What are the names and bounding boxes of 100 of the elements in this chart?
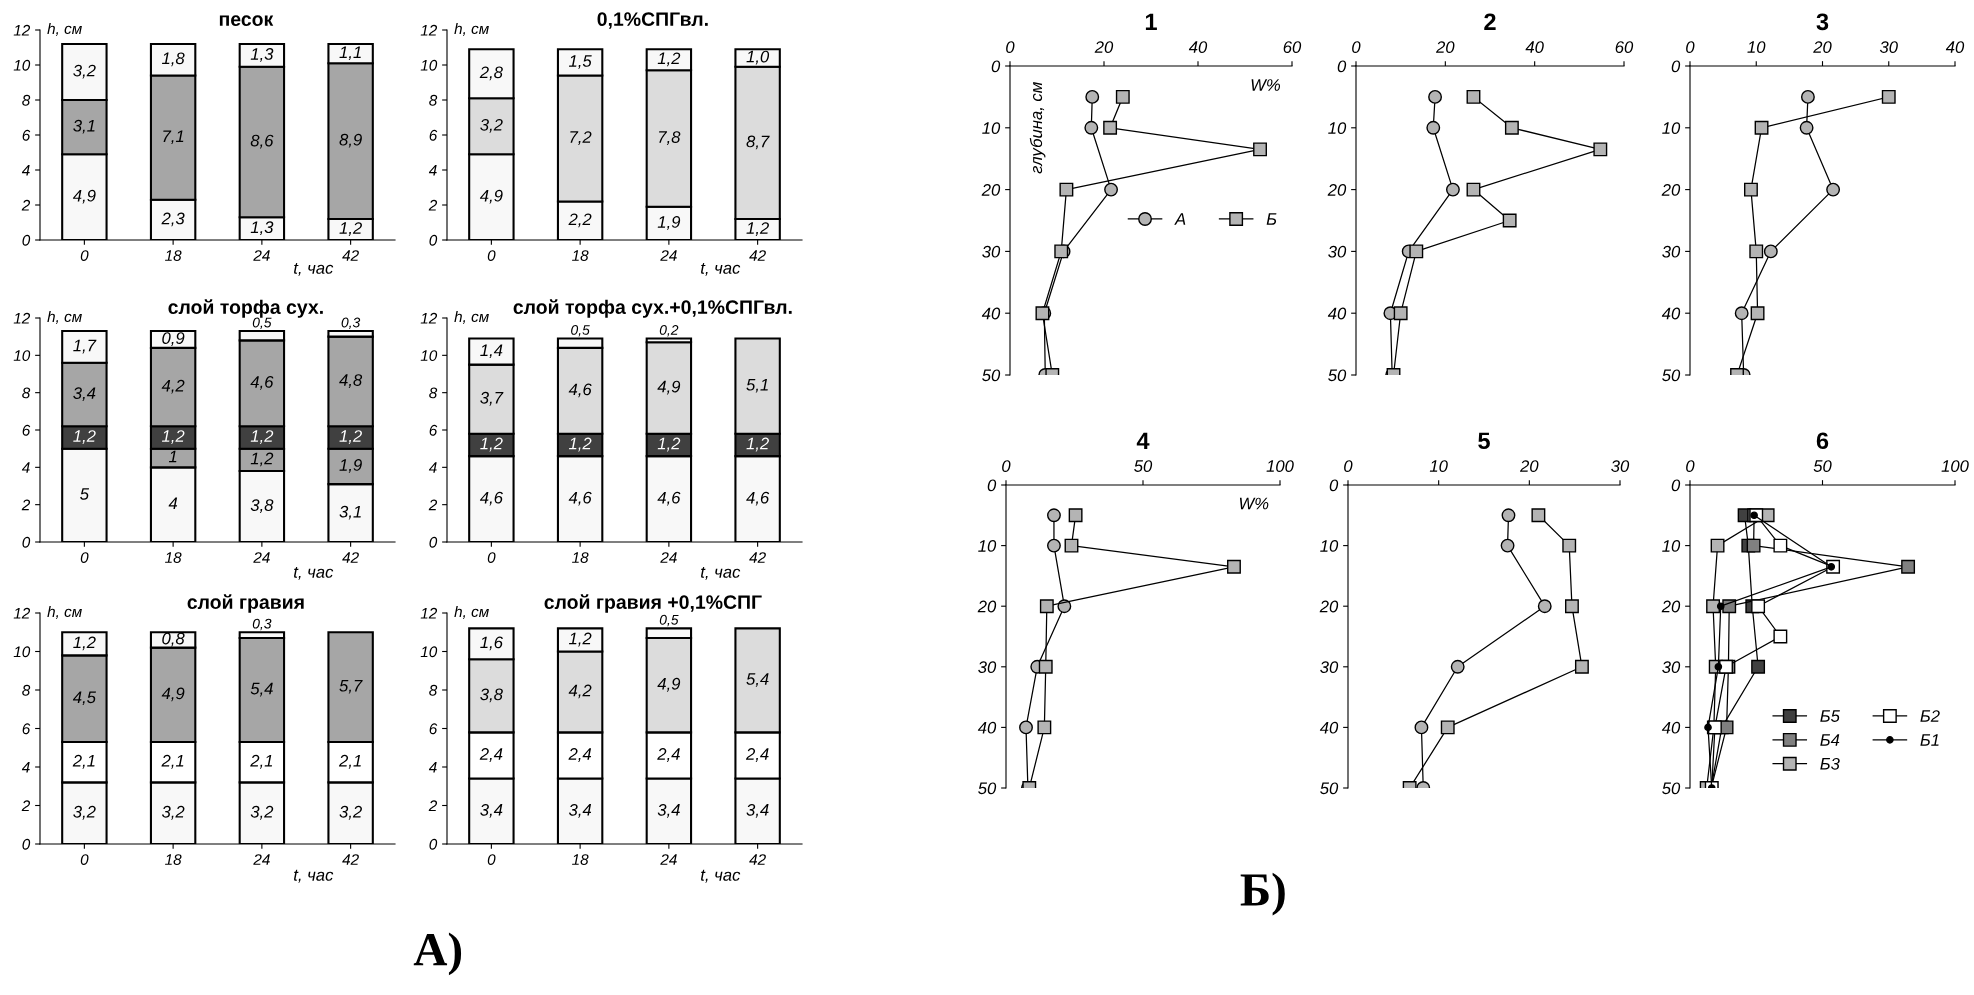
x-tick-label: 0	[487, 250, 496, 261]
data-label: 3,8	[480, 688, 503, 703]
y-tick-label: 50	[978, 782, 997, 795]
x-tick-label: 18	[165, 552, 182, 563]
data-label: 3,2	[73, 64, 96, 79]
data-label: 1,2	[250, 430, 274, 444]
x-tick-label: 42	[749, 250, 766, 261]
data-label: 4,6	[568, 383, 592, 398]
y-tick-label: 40	[1661, 307, 1681, 320]
x-tick-label: 10	[1747, 41, 1766, 53]
y-tick-label: 12	[13, 312, 31, 324]
x-tick-label: 0	[1686, 41, 1695, 53]
x-axis-title: W%	[1239, 497, 1269, 510]
y-tick-label: 4	[21, 165, 30, 176]
data-label: 3,4	[480, 803, 503, 818]
data-label: 1,2	[746, 222, 769, 236]
data-label: 4,9	[479, 189, 503, 204]
data-label: 5,4	[250, 682, 273, 697]
data-label: 1,6	[480, 636, 503, 651]
data-label: 0,5	[252, 317, 272, 330]
data-label: 0,9	[162, 332, 185, 346]
x-tick-label: 20	[1435, 41, 1455, 53]
x-tick-label: 18	[572, 854, 589, 865]
x-tick-label: 0	[80, 854, 89, 865]
y-tick-label: 20	[1661, 184, 1681, 196]
data-label: 5,4	[746, 673, 769, 687]
data-label: 1,4	[480, 344, 503, 359]
x-tick-label: 20	[1813, 41, 1832, 53]
data-label: 4,9	[161, 687, 185, 702]
data-label: 2,1	[72, 754, 95, 769]
x-tick-label: 24	[253, 552, 270, 563]
data-label: 4,6	[657, 491, 681, 506]
y-tick-label: 0	[22, 234, 31, 246]
y-tick-label: 8	[22, 684, 31, 696]
x-tick-label: 24	[253, 250, 270, 261]
y-axis-title: глубина, см	[1029, 82, 1046, 174]
y-tick-label: 30	[978, 661, 997, 673]
x-tick-label: 24	[253, 854, 270, 865]
legend-label: Б5	[1820, 710, 1840, 722]
y-tick-label: 0	[429, 838, 438, 850]
data-label: 1,0	[746, 50, 770, 65]
y-tick-label: 10	[978, 540, 997, 552]
data-label: 1,8	[161, 52, 185, 67]
y-axis-title: h, см	[47, 310, 82, 324]
y-axis-title: h, см	[47, 605, 82, 619]
y-tick-label: 30	[1662, 661, 1681, 673]
x-tick-label: 40	[1945, 41, 1965, 53]
data-label: 1,9	[657, 216, 681, 230]
x-axis-title: W%	[1251, 79, 1280, 91]
data-label: 2,4	[479, 748, 503, 762]
y-tick-label: 10	[982, 122, 1001, 134]
x-tick-label: 0	[487, 854, 496, 865]
y-tick-label: 4	[21, 762, 30, 773]
y-tick-label: 8	[429, 387, 438, 399]
x-tick-label: 60	[1283, 41, 1302, 53]
data-label: 1,2	[657, 52, 681, 67]
y-tick-label: 2	[21, 499, 31, 511]
y-axis-title: h, см	[454, 310, 489, 324]
y-tick-label: 20	[1319, 600, 1339, 613]
data-label: 1,2	[568, 632, 592, 647]
y-tick-label: 0	[1329, 479, 1339, 492]
y-tick-label: 10	[420, 350, 438, 362]
y-tick-label: 4	[428, 462, 437, 473]
x-tick-label: 0	[80, 552, 89, 563]
data-label: 1,2	[339, 222, 362, 236]
y-tick-label: 20	[981, 184, 1001, 196]
data-label: 4,6	[568, 491, 592, 506]
x-tick-label: 42	[342, 552, 359, 563]
x-tick-label: 42	[342, 250, 359, 261]
data-label: 4,8	[339, 374, 363, 388]
legend-label: Б	[1266, 213, 1277, 225]
y-tick-label: 50	[1662, 369, 1681, 382]
text: А)	[413, 932, 462, 976]
chart-title: 1	[1145, 13, 1157, 30]
x-tick-label: 20	[1519, 460, 1539, 472]
y-tick-label: 4	[21, 462, 30, 473]
data-label: 0,3	[341, 317, 361, 330]
x-tick-label: 0	[1002, 460, 1011, 472]
legend-label: Б2	[1920, 710, 1940, 722]
y-tick-label: 40	[977, 721, 997, 734]
y-tick-label: 0	[987, 479, 997, 492]
y-tick-label: 10	[1328, 122, 1347, 134]
chart-title: 2	[1484, 13, 1496, 30]
y-tick-label: 8	[22, 94, 31, 106]
data-label: 2,4	[568, 748, 592, 762]
chart-title: 4	[1136, 432, 1150, 449]
x-tick-label: 50	[1813, 460, 1832, 472]
x-tick-label: 24	[660, 250, 677, 261]
y-tick-label: 4	[428, 762, 437, 773]
y-axis-title: h, см	[47, 22, 82, 36]
y-tick-label: 0	[22, 536, 31, 548]
y-tick-label: 12	[13, 24, 31, 36]
x-tick-label: 30	[1611, 460, 1630, 472]
x-tick-label: 42	[342, 854, 359, 865]
legend-label: Б4	[1820, 734, 1840, 746]
x-tick-label: 40	[1188, 41, 1208, 53]
y-tick-label: 50	[1328, 369, 1347, 382]
y-tick-label: 6	[22, 129, 31, 141]
data-label: 1,2	[480, 437, 503, 452]
y-axis-title: h, см	[454, 22, 489, 36]
